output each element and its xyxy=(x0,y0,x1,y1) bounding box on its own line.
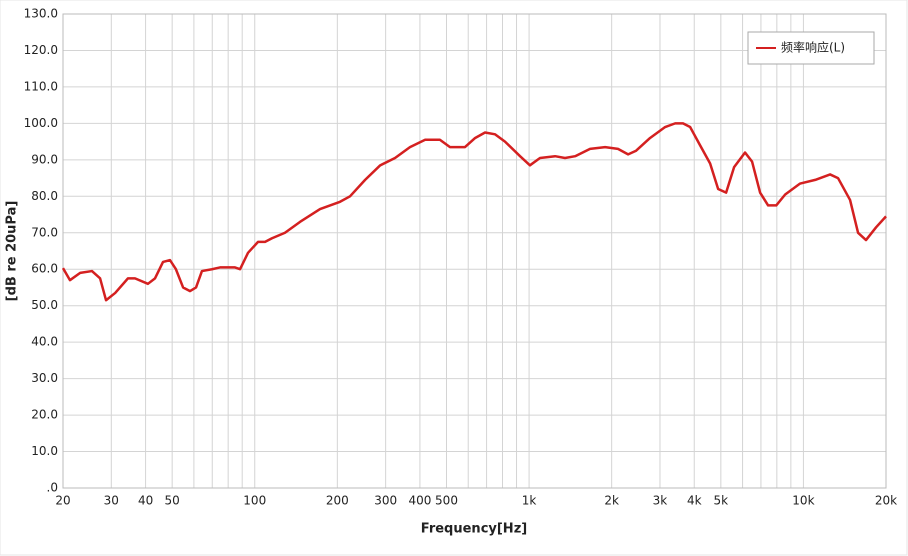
x-axis-label: Frequency[Hz] xyxy=(421,522,527,537)
y-tick-label: 130.0 xyxy=(24,7,58,21)
x-tick-label: 200 xyxy=(326,494,349,508)
y-tick-label: 60.0 xyxy=(31,262,58,276)
x-tick-label: 30 xyxy=(104,494,119,508)
x-tick-label: 100 xyxy=(243,494,266,508)
x-tick-label: 50 xyxy=(165,494,180,508)
y-tick-label: 40.0 xyxy=(31,335,58,349)
plot-border xyxy=(62,13,887,489)
y-tick-label: .0 xyxy=(47,481,58,495)
x-tick-label: 1k xyxy=(522,494,537,508)
y-axis-label: [dB re 20uPa] xyxy=(5,201,20,302)
y-tick-label: 10.0 xyxy=(31,444,58,458)
x-tick-label: 4k xyxy=(687,494,702,508)
x-tick-label: 400 xyxy=(408,494,431,508)
x-tick-label: 2k xyxy=(604,494,619,508)
x-tick-label: 300 xyxy=(374,494,397,508)
y-tick-label: 90.0 xyxy=(31,152,58,166)
x-tick-label: 40 xyxy=(138,494,153,508)
x-tick-label: 20 xyxy=(55,494,70,508)
x-tick-label: 500 xyxy=(435,494,458,508)
data-line xyxy=(61,122,887,302)
y-tick-label: 100.0 xyxy=(24,116,58,130)
x-tick-label: 3k xyxy=(653,494,668,508)
x-tick-label: 10k xyxy=(792,494,814,508)
y-tick-label: 30.0 xyxy=(31,371,58,385)
y-tick-label: 50.0 xyxy=(31,298,58,312)
y-tick-label: 20.0 xyxy=(31,408,58,422)
x-tick-label: 20k xyxy=(875,494,897,508)
y-tick-label: 110.0 xyxy=(24,79,58,93)
x-tick-label: 5k xyxy=(714,494,729,508)
y-tick-label: 120.0 xyxy=(24,43,58,57)
y-tick-label: 70.0 xyxy=(31,225,58,239)
legend-label: 频率响应(L) xyxy=(781,40,845,55)
y-tick-label: 80.0 xyxy=(31,189,58,203)
